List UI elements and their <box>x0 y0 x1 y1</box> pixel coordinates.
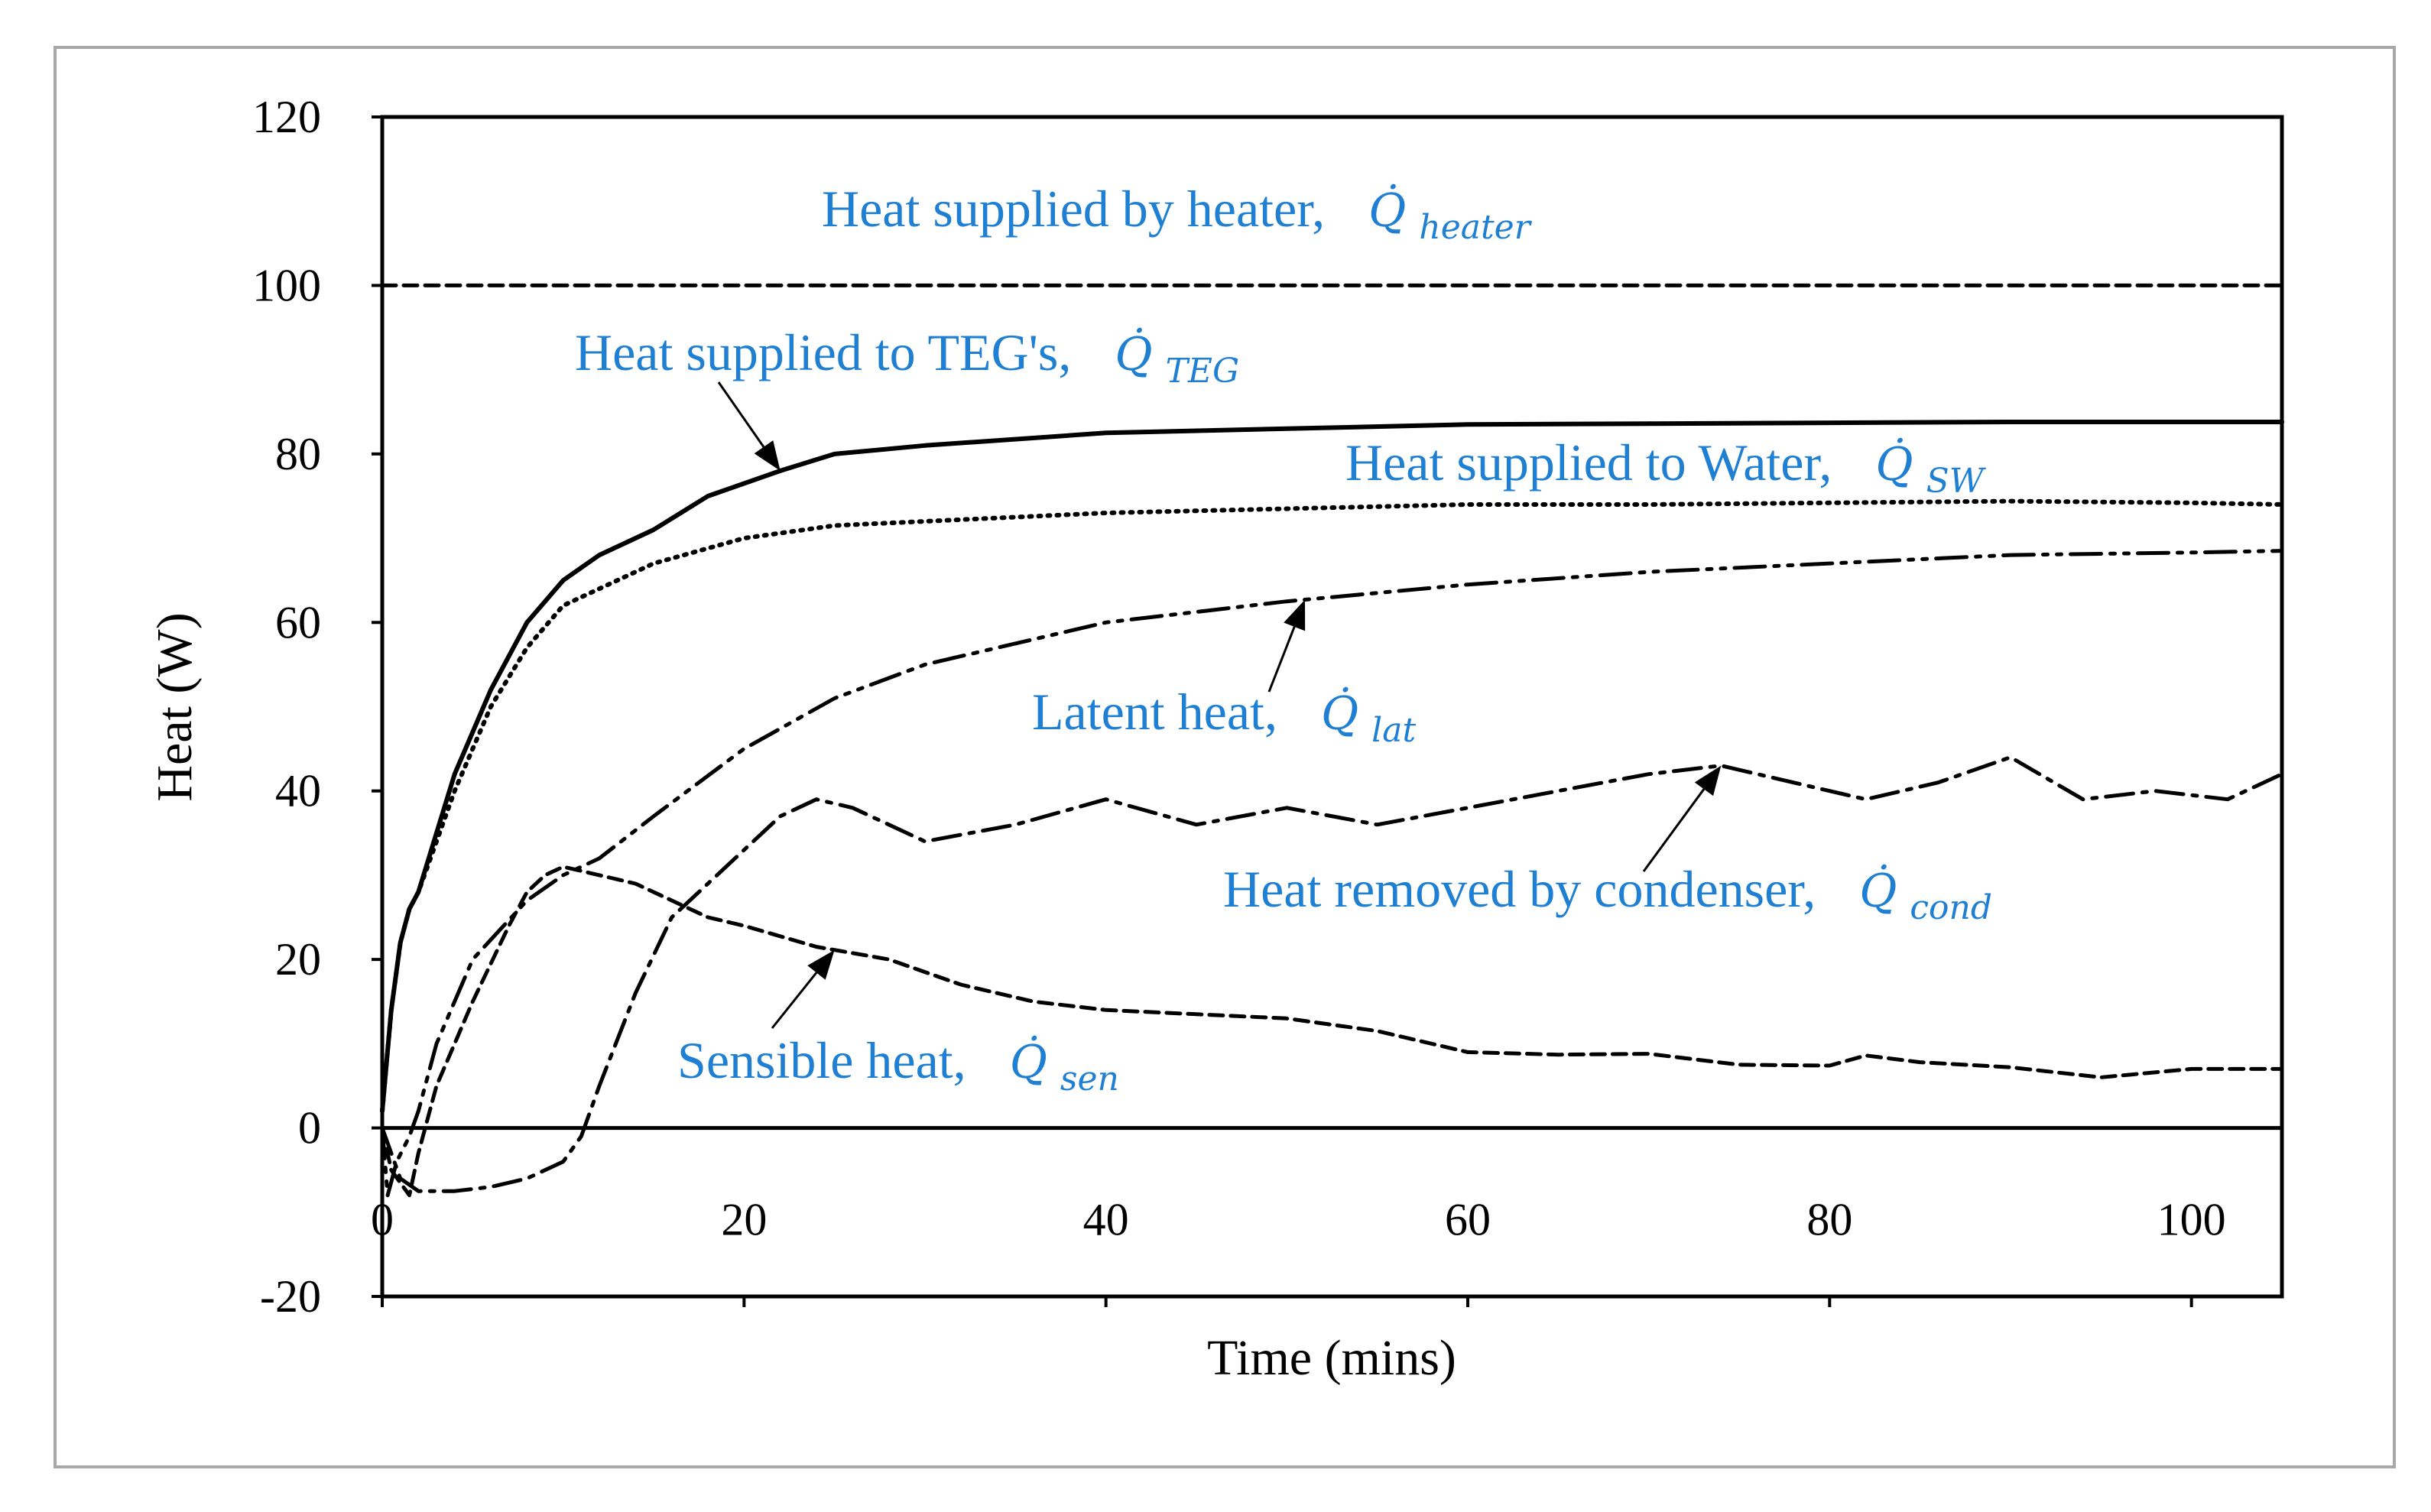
y-tick-label: 60 <box>275 597 321 647</box>
annotation-water-label: Heat supplied to Water, <box>1345 433 1832 492</box>
annotation-arrowhead <box>754 440 781 471</box>
annotation-heater: Heat supplied by heater, Q̇ heater <box>822 180 1533 247</box>
annotation-condenser-subscript: cond <box>1910 888 1992 927</box>
series-line-heat-removed-by-condenser <box>380 755 2284 1193</box>
annotation-sensible-label: Sensible heat, <box>677 1031 966 1089</box>
annotation-water: Heat supplied to Water, Q̇ SW <box>1345 433 1987 501</box>
annotation-latent: Latent heat, Q̇ lat <box>1032 683 1416 750</box>
x-tick-label: 40 <box>1083 1195 1129 1245</box>
annotation-heater-symbol: Q̇ <box>1368 183 1406 238</box>
y-tick-label: 80 <box>275 429 321 479</box>
annotation-arrowhead <box>1694 765 1722 797</box>
arrow-layer <box>717 381 1722 1029</box>
annotation-arrowhead <box>807 949 835 980</box>
x-tick-label: 100 <box>2157 1195 2226 1245</box>
annotation-arrow-line <box>717 381 765 448</box>
annotation-latent-label: Latent heat, <box>1032 683 1277 741</box>
annotation-arrow-line <box>1642 788 1706 872</box>
x-axis-title: Time (mins) <box>1207 1330 1456 1386</box>
series-layer <box>380 283 2284 1198</box>
x-tick-label: 60 <box>1445 1195 1491 1245</box>
y-axis-ticks: -20 0 20 40 60 80 100 120 <box>252 92 382 1322</box>
y-tick-label: 40 <box>275 766 321 816</box>
figure-frame <box>54 46 2396 1468</box>
annotation-teg-subscript: TEG <box>1166 352 1240 391</box>
x-tick-label: 80 <box>1806 1195 1852 1245</box>
annotation-water-symbol: Q̇ <box>1875 437 1913 492</box>
annotation-arrowhead <box>1284 599 1306 631</box>
annotation-arrow-line <box>771 972 818 1029</box>
y-tick-label: -20 <box>260 1271 321 1322</box>
x-tick-label: 20 <box>721 1195 767 1245</box>
y-tick-label: 120 <box>252 92 321 142</box>
annotation-latent-symbol: Q̇ <box>1321 686 1358 741</box>
y-tick-label: 100 <box>252 260 321 310</box>
annotation-water-subscript: SW <box>1926 462 1987 501</box>
annotation-condenser: Heat removed by condenser, Q̇ cond <box>1223 860 1992 927</box>
x-axis-ticks: 0 20 40 60 80 100 <box>371 1195 2226 1307</box>
annotation-condenser-symbol: Q̇ <box>1859 864 1897 918</box>
y-tick-label: 20 <box>275 934 321 985</box>
annotation-teg: Heat supplied to TEG's, Q̇ TEG <box>575 323 1239 391</box>
y-tick-label: 0 <box>298 1103 321 1153</box>
annotation-teg-symbol: Q̇ <box>1115 327 1152 381</box>
annotation-heater-label: Heat supplied by heater, <box>822 180 1325 238</box>
y-axis-title: Heat (W) <box>147 612 203 801</box>
annotation-latent-subscript: lat <box>1371 711 1416 750</box>
annotation-arrow-line <box>1267 626 1296 693</box>
annotation-heater-subscript: heater <box>1419 208 1532 247</box>
series-line-latent-heat <box>380 549 2284 1198</box>
annotation-teg-label: Heat supplied to TEG's, <box>575 323 1071 381</box>
series-line-heat-supplied-to-water <box>380 498 2284 1114</box>
series-line-sensible-heat <box>380 865 2284 1198</box>
annotation-sensible-subscript: sen <box>1060 1059 1119 1098</box>
annotation-condenser-label: Heat removed by condenser, <box>1223 860 1816 918</box>
annotation-sensible: Sensible heat, Q̇ sen <box>677 1031 1119 1098</box>
annotation-sensible-symbol: Q̇ <box>1010 1035 1047 1089</box>
plot-area-border <box>380 115 2284 1299</box>
